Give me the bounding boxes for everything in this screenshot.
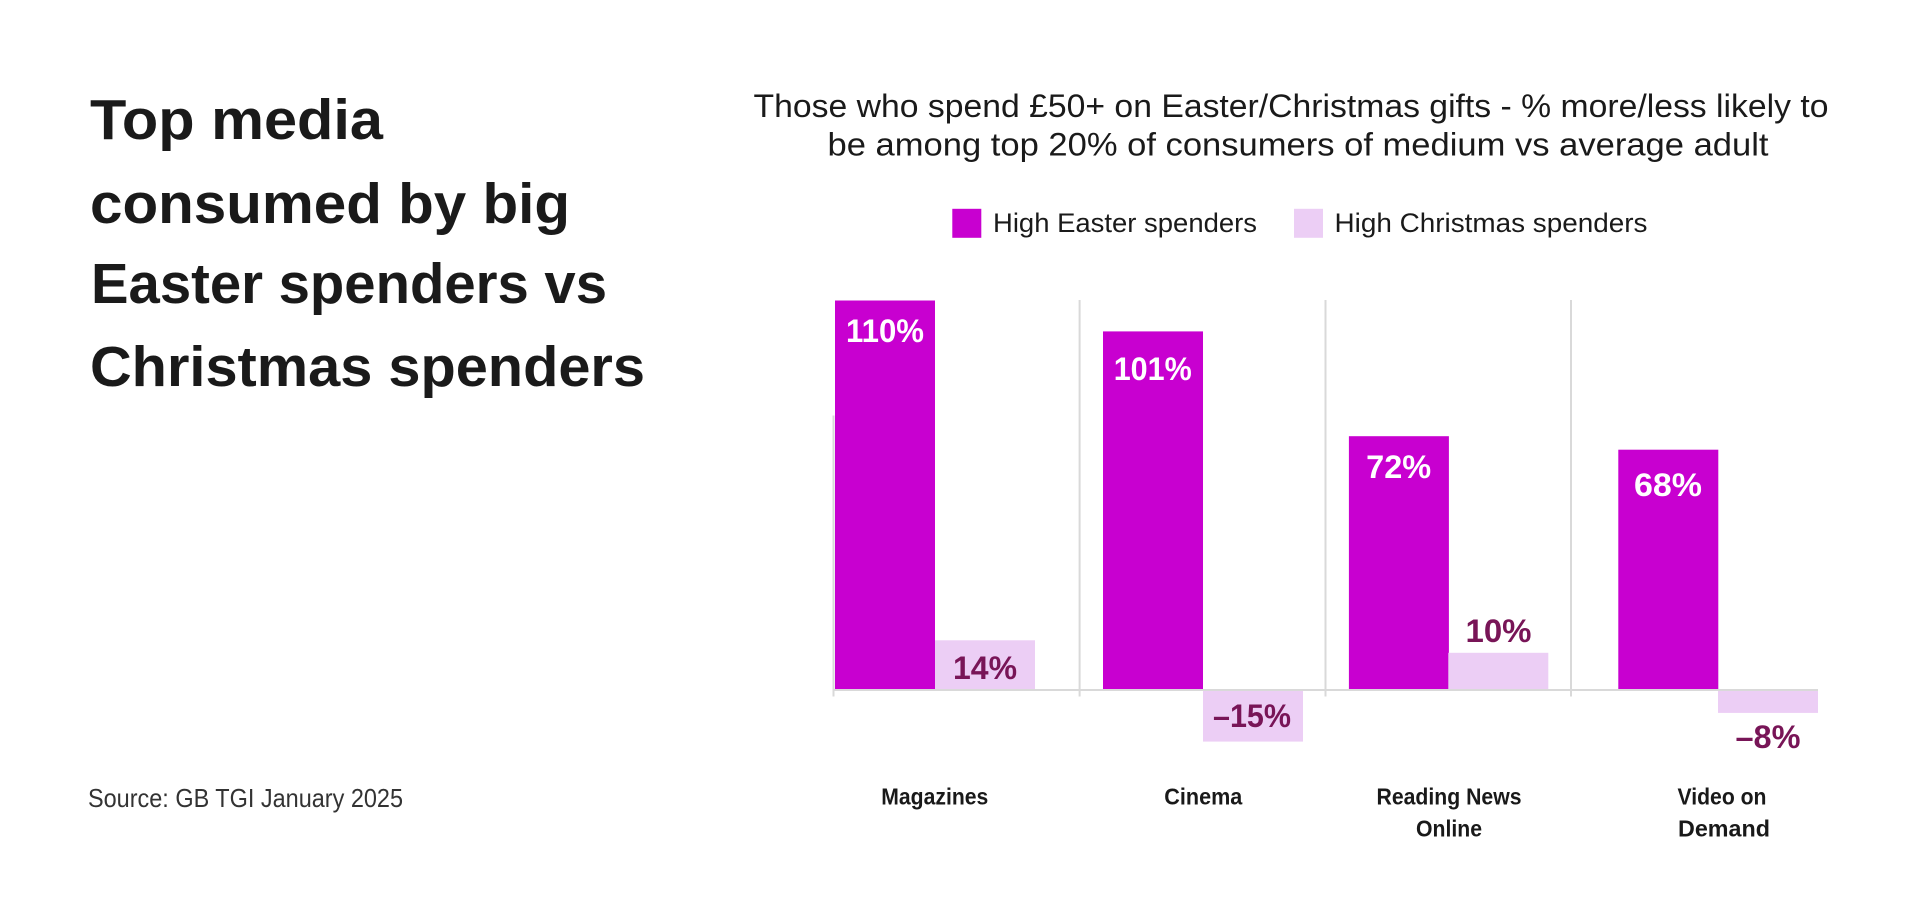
svg-text:High Easter spenders: High Easter spenders [993, 208, 1257, 238]
svg-text:14%: 14% [953, 650, 1017, 686]
svg-text:110%: 110% [846, 313, 924, 349]
svg-text:be among top 20% of consumers: be among top 20% of consumers of medium … [828, 127, 1769, 163]
svg-text:Demand: Demand [1678, 816, 1770, 842]
svg-text:72%: 72% [1366, 449, 1431, 485]
svg-text:consumed by big: consumed by big [90, 172, 570, 236]
svg-text:101%: 101% [1114, 351, 1192, 387]
svg-text:High Christmas spenders: High Christmas spenders [1335, 208, 1648, 238]
svg-text:–8%: –8% [1736, 719, 1801, 755]
svg-text:Online: Online [1416, 816, 1482, 842]
svg-text:Video on: Video on [1678, 784, 1767, 810]
svg-text:Easter spenders vs: Easter spenders vs [91, 252, 607, 316]
svg-text:Cinema: Cinema [1164, 784, 1242, 810]
svg-text:–15%: –15% [1213, 698, 1291, 734]
svg-text:Christmas spenders: Christmas spenders [90, 335, 645, 399]
svg-text:Magazines: Magazines [881, 784, 988, 810]
svg-text:Reading News: Reading News [1377, 784, 1522, 810]
svg-text:Source: GB TGI January 2025: Source: GB TGI January 2025 [88, 783, 403, 813]
svg-text:68%: 68% [1634, 467, 1702, 503]
svg-text:Top media: Top media [90, 88, 384, 152]
svg-text:10%: 10% [1466, 613, 1532, 649]
svg-text:Those who spend £50+ on Easter: Those who spend £50+ on Easter/Christmas… [754, 88, 1829, 124]
